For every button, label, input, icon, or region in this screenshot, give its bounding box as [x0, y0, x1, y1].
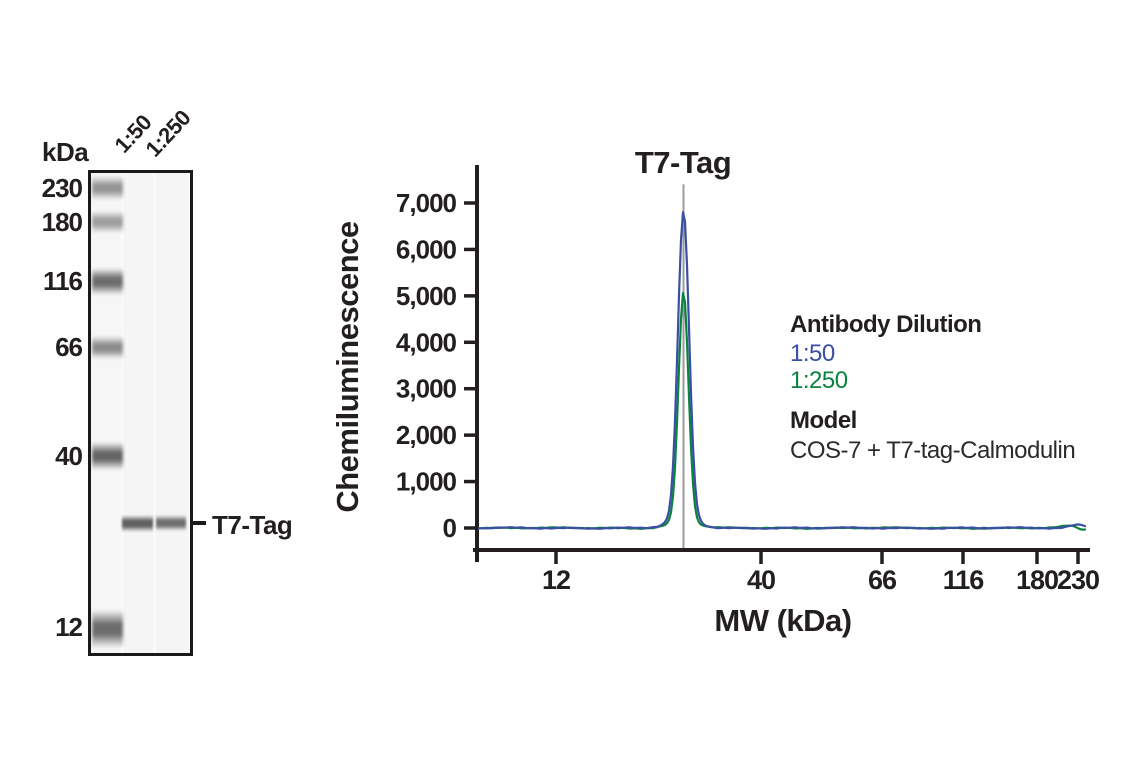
y-tick-label-1000: 1,000 [396, 467, 457, 497]
gel-marker-label-40: 40 [55, 441, 83, 471]
y-tick-label-4000: 4,000 [396, 327, 457, 357]
gel-band-annotation: T7-Tag [212, 510, 293, 540]
legend-model-title: Model [790, 407, 857, 434]
x-tick-label-116: 116 [943, 565, 985, 595]
kda-unit-label: kDa [42, 137, 89, 167]
y-tick-label-2000: 2,000 [396, 420, 457, 450]
y-tick-label-0: 0 [443, 513, 457, 543]
gel-marker-label-230: 230 [41, 173, 83, 203]
gel-marker-band-116 [92, 268, 123, 295]
gel-marker-band-230 [92, 176, 123, 200]
gel-marker-label-12: 12 [55, 612, 83, 642]
x-tick-label-66: 66 [868, 565, 897, 595]
gel-band-pointer-dash [192, 521, 206, 525]
gel-marker-label-66: 66 [55, 332, 83, 362]
chemiluminescence-chart-svg: 0 1,000 2,000 3,000 4,000 5,000 6,000 7,000 12 40… [396, 165, 1100, 595]
gel-marker-band-12 [92, 610, 123, 648]
gel-lane-label-1-250: 1:250 [140, 105, 196, 162]
x-tick-label-230: 230 [1057, 565, 1099, 595]
legend-entry-1-250: 1:250 [790, 367, 848, 394]
gel-sample-band-2 [156, 515, 186, 531]
y-axis-title: Chemiluminescence [330, 221, 365, 513]
series-line-1-250 [477, 292, 1087, 531]
x-tick-label-12: 12 [542, 565, 570, 595]
legend-model-value: COS-7 + T7-tag-Calmodulin [790, 437, 1076, 464]
x-tick-label-40: 40 [747, 565, 775, 595]
gel-marker-label-180: 180 [41, 207, 83, 237]
y-tick-label-7000: 7,000 [396, 188, 457, 218]
gel-marker-band-66 [92, 336, 123, 359]
y-tick-label-3000: 3,000 [396, 374, 457, 404]
chart-peak-title: T7-Tag [634, 145, 732, 180]
x-tick-label-180: 180 [1016, 565, 1058, 595]
gel-marker-label-116: 116 [43, 266, 83, 296]
legend-entry-1-50: 1:50 [790, 340, 835, 367]
y-tick-label-5000: 5,000 [396, 281, 457, 311]
gel-marker-band-180 [92, 211, 123, 233]
series-line-1-50 [477, 211, 1087, 530]
x-axis-title: MW (kDa) [714, 603, 852, 638]
legend-dilution-title: Antibody Dilution [790, 311, 982, 338]
gel-blot-box [88, 170, 193, 656]
gel-marker-band-40 [92, 442, 123, 470]
gel-panel: kDa 230 180 116 66 40 12 1:50 1:250 T7-Tag [0, 0, 320, 768]
y-tick-label-6000: 6,000 [396, 234, 457, 264]
gel-sample-band-1 [122, 515, 153, 532]
